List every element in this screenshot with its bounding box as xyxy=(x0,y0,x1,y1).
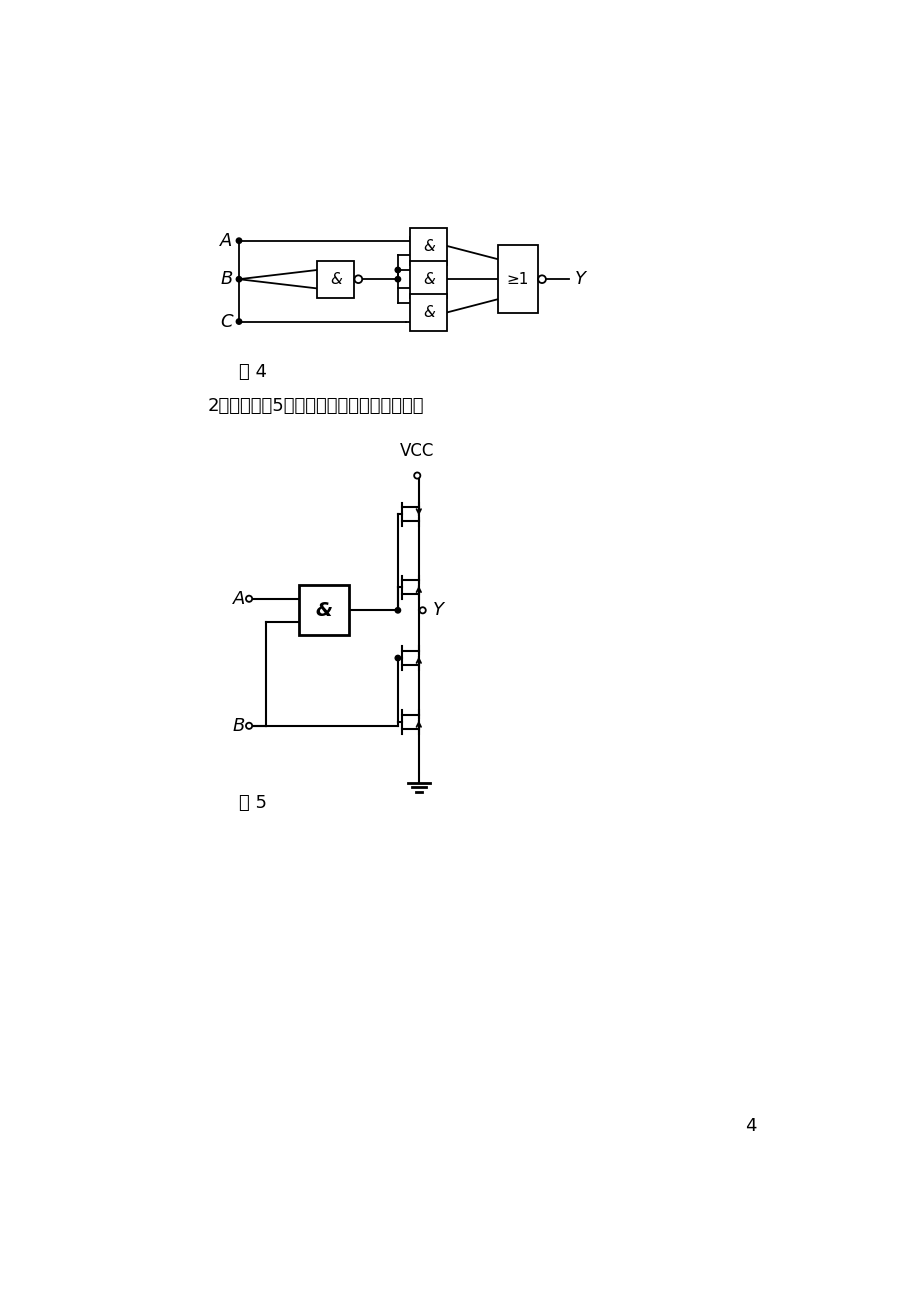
Circle shape xyxy=(245,595,252,602)
Bar xyxy=(410,261,447,298)
Circle shape xyxy=(395,655,400,660)
Text: C: C xyxy=(220,312,233,330)
Text: &: & xyxy=(315,601,333,620)
Text: &: & xyxy=(423,239,435,254)
Text: 2、写出如图5所示电路的最简逻辑表达式。: 2、写出如图5所示电路的最简逻辑表达式。 xyxy=(208,398,424,415)
Circle shape xyxy=(236,238,242,243)
Circle shape xyxy=(419,607,425,614)
Circle shape xyxy=(354,276,362,283)
Bar xyxy=(317,261,354,298)
Circle shape xyxy=(395,268,400,273)
Bar xyxy=(497,246,538,313)
Text: B: B xyxy=(221,270,233,289)
Circle shape xyxy=(245,723,252,729)
Bar xyxy=(299,585,349,636)
Text: A: A xyxy=(221,231,233,250)
Text: 4: 4 xyxy=(744,1117,755,1135)
Bar xyxy=(410,227,447,265)
Text: ≥1: ≥1 xyxy=(506,272,528,287)
Text: 图 5: 图 5 xyxy=(239,794,267,811)
Circle shape xyxy=(395,607,400,614)
Text: VCC: VCC xyxy=(400,442,434,460)
Text: 图 4: 图 4 xyxy=(239,363,267,381)
Text: B: B xyxy=(233,716,245,734)
Text: &: & xyxy=(423,272,435,287)
Circle shape xyxy=(538,276,545,283)
Text: &: & xyxy=(330,272,342,287)
Text: A: A xyxy=(233,590,245,608)
Circle shape xyxy=(395,277,400,282)
Text: &: & xyxy=(423,304,435,320)
Circle shape xyxy=(236,318,242,324)
Text: Y: Y xyxy=(432,602,443,619)
Circle shape xyxy=(236,277,242,282)
Text: Y: Y xyxy=(574,270,585,289)
Circle shape xyxy=(414,472,420,478)
Bar xyxy=(410,294,447,330)
